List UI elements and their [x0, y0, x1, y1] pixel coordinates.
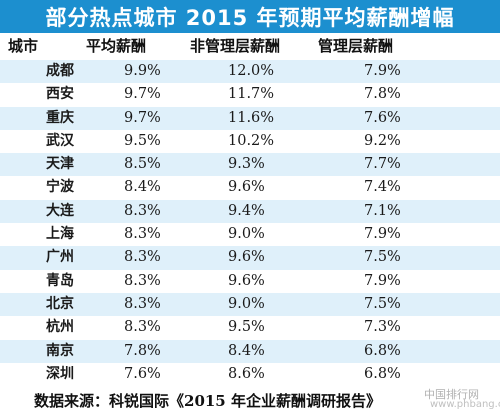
cell-non-mgmt-salary: 9.0% [228, 295, 265, 312]
cell-city: 北京 [46, 295, 74, 312]
cell-non-mgmt-salary: 8.6% [228, 365, 265, 382]
cell-city: 武汉 [46, 132, 74, 149]
cell-avg-salary: 9.5% [124, 132, 161, 149]
cell-mgmt-salary: 7.5% [364, 295, 401, 312]
cell-mgmt-salary: 7.5% [364, 249, 401, 266]
table-row: 北京 8.3% 9.0% 7.5% [0, 292, 500, 317]
cell-avg-salary: 7.8% [124, 342, 161, 359]
cell-city: 杭州 [46, 319, 74, 336]
table-row: 深圳 7.6% 8.6% 6.8% [0, 362, 500, 387]
watermark-url: www.phbang.cn [430, 399, 500, 410]
cell-avg-salary: 8.3% [124, 295, 161, 312]
cell-avg-salary: 9.7% [124, 109, 161, 126]
table-row: 大连 8.3% 9.4% 7.1% [0, 199, 500, 224]
cell-avg-salary: 7.6% [124, 365, 161, 382]
table-row: 宁波 8.4% 9.6% 7.4% [0, 176, 500, 200]
cell-avg-salary: 8.4% [124, 179, 161, 196]
cell-mgmt-salary: 7.7% [364, 156, 401, 173]
cell-non-mgmt-salary: 9.0% [228, 226, 265, 243]
cell-mgmt-salary: 6.8% [364, 342, 401, 359]
cell-non-mgmt-salary: 9.6% [228, 272, 265, 289]
cell-city: 西安 [46, 86, 74, 103]
cell-mgmt-salary: 7.9% [364, 63, 401, 79]
table-row: 南京 7.8% 8.4% 6.8% [0, 339, 500, 363]
cell-non-mgmt-salary: 9.6% [228, 179, 265, 196]
cell-mgmt-salary: 7.9% [364, 226, 401, 243]
cell-city: 重庆 [46, 109, 74, 126]
cell-avg-salary: 9.9% [124, 63, 161, 79]
cell-city: 宁波 [46, 179, 74, 196]
header-avg-salary: 平均薪酬 [86, 37, 147, 55]
cell-non-mgmt-salary: 9.5% [228, 319, 265, 336]
cell-avg-salary: 8.3% [124, 319, 161, 336]
cell-non-mgmt-salary: 11.6% [228, 109, 275, 126]
cell-avg-salary: 8.3% [124, 272, 161, 289]
cell-non-mgmt-salary: 8.4% [228, 342, 265, 359]
header-mgmt-salary: 管理层薪酬 [318, 37, 394, 55]
table-row: 青岛 8.3% 9.6% 7.9% [0, 269, 500, 293]
table-row: 上海 8.3% 9.0% 7.9% [0, 223, 500, 247]
table-row: 武汉 9.5% 10.2% 9.2% [0, 129, 500, 154]
table-row: 天津 8.5% 9.3% 7.7% [0, 153, 500, 177]
cell-non-mgmt-salary: 11.7% [228, 86, 275, 103]
cell-mgmt-salary: 7.3% [364, 319, 401, 336]
cell-non-mgmt-salary: 9.6% [228, 249, 265, 266]
cell-non-mgmt-salary: 9.4% [228, 202, 265, 219]
cell-mgmt-salary: 7.8% [364, 86, 401, 103]
cell-non-mgmt-salary: 10.2% [228, 132, 275, 149]
source-note: 数据来源：科锐国际《2015 年企业薪酬调研报告》 [34, 392, 381, 410]
cell-city: 大连 [46, 202, 74, 219]
cell-city: 广州 [46, 249, 74, 266]
cell-mgmt-salary: 9.2% [364, 132, 401, 149]
table-body: 成都 9.9% 12.0% 7.9% 西安 9.7% 11.7% 7.8% 重庆 9.7% 11.6… [0, 60, 500, 387]
cell-avg-salary: 8.3% [124, 226, 161, 243]
cell-mgmt-salary: 7.1% [364, 202, 401, 219]
cell-city: 上海 [46, 226, 74, 243]
cell-city: 深圳 [46, 365, 74, 382]
cell-mgmt-salary: 7.6% [364, 109, 401, 126]
cell-mgmt-salary: 6.8% [364, 365, 401, 382]
watermark-site-name: 中国排行网 [424, 388, 479, 401]
table-row: 成都 9.9% 12.0% 7.9% [0, 60, 500, 84]
cell-non-mgmt-salary: 9.3% [228, 156, 265, 173]
cell-avg-salary: 8.3% [124, 249, 161, 266]
cell-avg-salary: 9.7% [124, 86, 161, 103]
cell-city: 青岛 [46, 272, 74, 289]
cell-mgmt-salary: 7.9% [364, 272, 401, 289]
header-city: 城市 [8, 37, 39, 55]
table-row: 重庆 9.7% 11.6% 7.6% [0, 106, 500, 130]
table-header: 城市 平均薪酬 非管理层薪酬 管理层薪酬 [0, 33, 500, 60]
cell-avg-salary: 8.5% [124, 156, 161, 173]
table-row: 西安 9.7% 11.7% 7.8% [0, 83, 500, 107]
cell-city: 天津 [46, 156, 74, 173]
cell-city: 南京 [46, 342, 74, 359]
header-non-mgmt-salary: 非管理层薪酬 [190, 37, 281, 55]
footer: 数据来源：科锐国际《2015 年企业薪酬调研报告》 中国排行网 www.phba… [0, 386, 500, 413]
table-row: 广州 8.3% 9.6% 7.5% [0, 246, 500, 270]
cell-non-mgmt-salary: 12.0% [228, 63, 275, 79]
table-row: 杭州 8.3% 9.5% 7.3% [0, 316, 500, 340]
table-title: 部分热点城市 2015 年预期平均薪酬增幅 [0, 0, 500, 33]
cell-mgmt-salary: 7.4% [364, 179, 401, 196]
cell-avg-salary: 8.3% [124, 202, 161, 219]
cell-city: 成都 [46, 63, 74, 79]
